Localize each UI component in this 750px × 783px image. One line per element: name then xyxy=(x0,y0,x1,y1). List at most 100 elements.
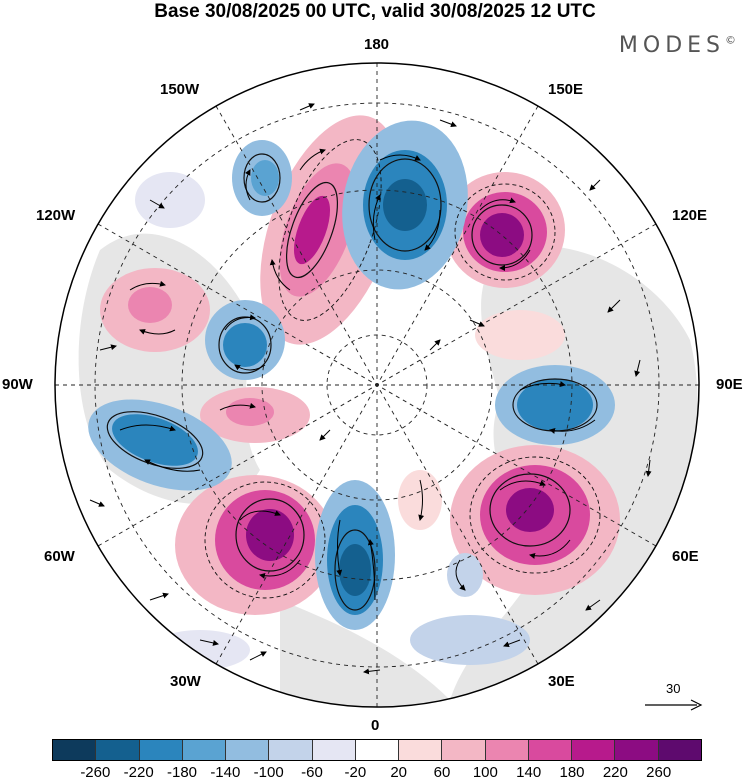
wind-vector xyxy=(549,419,596,434)
wind-vector xyxy=(139,329,176,335)
wind-vector xyxy=(418,479,425,521)
wind-vector xyxy=(199,639,219,646)
north-atlantic-low-center xyxy=(339,544,371,596)
label-150w: 150W xyxy=(160,81,200,98)
wind-vector xyxy=(219,402,256,411)
wind-vector xyxy=(259,559,301,579)
pacific-high-center xyxy=(293,195,331,265)
contour xyxy=(218,316,272,374)
contour xyxy=(469,456,601,574)
wind-vector xyxy=(529,539,571,559)
colorbar-tick-label: 180 xyxy=(559,764,585,781)
wind-vector xyxy=(363,668,381,675)
brand-mark: © xyxy=(725,33,736,47)
wind-vector xyxy=(499,480,546,491)
polar-map xyxy=(54,62,700,708)
colorbar-tick-label: -20 xyxy=(344,764,367,781)
wind-vector xyxy=(245,169,251,201)
colorbar-tick-label: -260 xyxy=(80,764,111,781)
colorbar-swatch xyxy=(53,740,97,760)
colorbar-tick-label: -180 xyxy=(166,764,198,781)
contour xyxy=(204,481,326,599)
aleutian-weak-low xyxy=(135,172,205,228)
wind-vector xyxy=(455,559,466,591)
wind-vectors xyxy=(89,103,652,675)
colorbar-swatch xyxy=(615,740,659,760)
colorbar-swatch xyxy=(355,740,400,760)
latitude-circle xyxy=(181,189,573,581)
hudson-low-core xyxy=(223,323,267,367)
wind-vector xyxy=(545,659,561,667)
colorbar-tick-label: -140 xyxy=(210,764,241,781)
label-180: 180 xyxy=(364,36,390,53)
beringia-low-center xyxy=(383,179,427,231)
colorbar-tick-label: -100 xyxy=(253,764,284,781)
wind-vector xyxy=(585,599,601,611)
wind-vector xyxy=(149,592,169,601)
east-siberia-weak-high xyxy=(475,310,565,360)
label-30w: 30W xyxy=(170,673,201,690)
contour xyxy=(368,158,442,252)
contour-lines-dashed xyxy=(204,139,601,599)
wind-vector xyxy=(519,381,566,391)
colorbar-tick-label: 20 xyxy=(390,764,407,781)
colorbar-swatch xyxy=(182,740,227,760)
brand-logo: MODES© xyxy=(619,33,736,58)
wind-vector xyxy=(607,299,621,313)
label-120w: 120W xyxy=(36,207,76,224)
map-title: Base 30/08/2025 00 UTC, valid 30/08/2025… xyxy=(154,1,596,22)
wind-vector xyxy=(499,249,531,271)
anomaly-fields xyxy=(88,115,620,670)
wind-vector xyxy=(503,639,521,648)
map-boundary xyxy=(54,62,700,708)
wind-vector xyxy=(149,199,165,209)
label-90e: 90E xyxy=(716,376,743,393)
colorbar-tick-label: 220 xyxy=(602,764,628,781)
wind-vector xyxy=(234,364,266,371)
colorbar-swatch xyxy=(139,740,183,760)
brand-name: MODES xyxy=(618,33,725,58)
colorbar-tick-label: 140 xyxy=(516,764,542,781)
wind-vector xyxy=(589,179,601,191)
wind-vector xyxy=(224,314,256,331)
wind-vector xyxy=(634,359,641,377)
colorbar-tick-label: -60 xyxy=(301,764,323,781)
wind-vector xyxy=(144,459,201,472)
colorbar-tick-label: 60 xyxy=(433,764,451,781)
wind-vector xyxy=(367,539,376,601)
wind-vector xyxy=(479,197,516,211)
meridians xyxy=(55,63,699,707)
latitude-circle xyxy=(261,269,493,501)
wind-vector xyxy=(372,194,381,241)
colorbar-swatch xyxy=(312,740,356,760)
label-150e: 150E xyxy=(548,81,584,98)
label-60e: 60E xyxy=(672,548,699,565)
central-asia-low-core xyxy=(517,379,593,431)
colorbar xyxy=(52,739,702,761)
wind-vector xyxy=(439,119,457,128)
wind-vector xyxy=(299,103,315,111)
northwest-atlantic-low-core xyxy=(112,414,198,466)
greenland-sea-high-center xyxy=(246,509,294,561)
meridian xyxy=(97,223,657,547)
contour xyxy=(278,139,382,321)
wind-vector xyxy=(379,154,421,161)
wind-vector xyxy=(299,148,326,171)
label-30e: 30E xyxy=(548,673,575,690)
africa-land xyxy=(280,600,450,707)
label-120e: 120E xyxy=(672,207,708,224)
wind-vector xyxy=(469,319,485,327)
wind-vector xyxy=(645,459,652,477)
colorbar-swatch xyxy=(399,740,443,760)
colorbar-tick-label: 260 xyxy=(646,764,672,781)
wind-vector xyxy=(129,280,166,291)
wind-vector xyxy=(119,424,176,432)
contour xyxy=(334,529,376,611)
label-90w: 90W xyxy=(2,376,33,393)
wind-vector xyxy=(319,429,331,441)
contour xyxy=(285,181,339,279)
label-60w: 60W xyxy=(44,548,75,565)
colorbar-swatch xyxy=(442,740,486,760)
wind-vector xyxy=(89,499,105,507)
wind-vector xyxy=(99,344,117,351)
